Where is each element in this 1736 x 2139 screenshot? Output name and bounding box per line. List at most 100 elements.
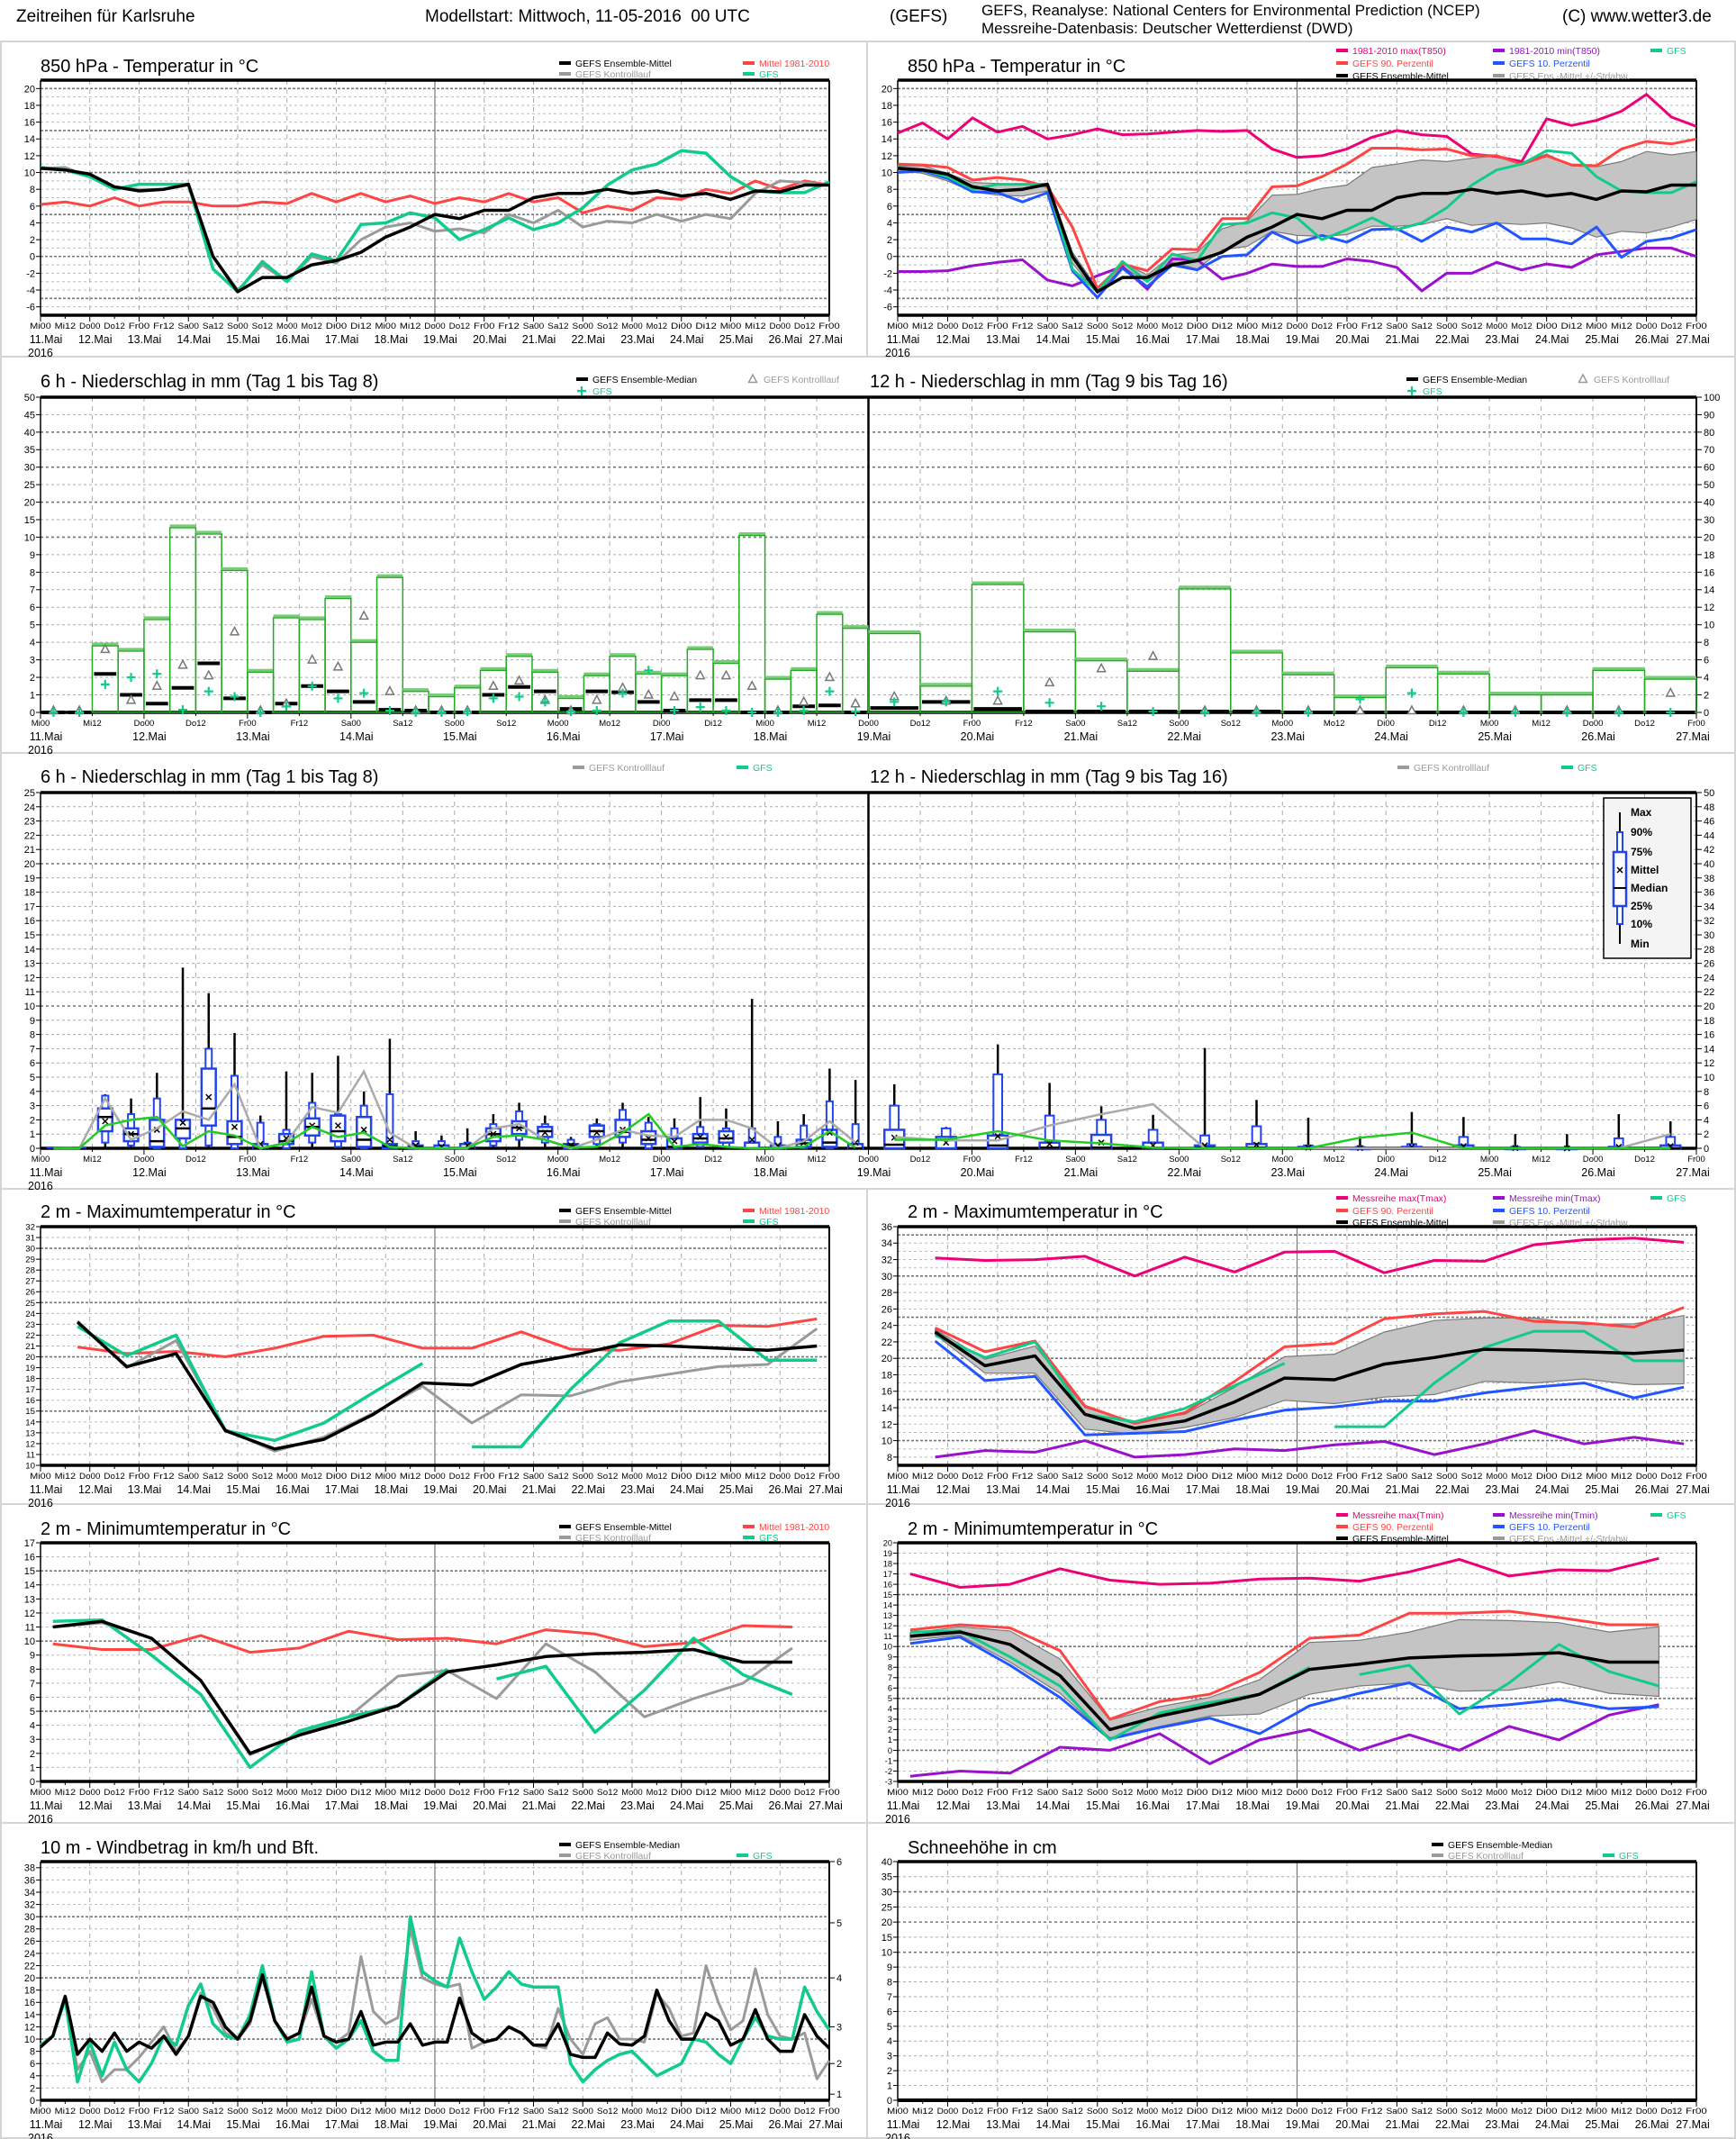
x-tick-label: Mo00 — [621, 1472, 642, 1482]
y-tick-label: 6 — [30, 1692, 35, 1703]
x-date-label: 12.Mai — [132, 730, 167, 743]
legend-label: GFS — [1619, 1851, 1639, 1862]
rr_bars-marks — [42, 524, 1697, 717]
x-tick-label: Do00 — [134, 1155, 155, 1165]
x-date-label: 19.Mai — [423, 1483, 457, 1496]
x-tick-label: Fr00 — [474, 2107, 494, 2116]
y-tick-label: 32 — [25, 1222, 35, 1232]
x-tick-label: Di00 — [326, 1788, 347, 1798]
x-tick-label: Sa00 — [1036, 2107, 1058, 2116]
x-date-label: 17.Mai — [650, 730, 684, 743]
x-tick-label: Mo00 — [1486, 322, 1507, 331]
x-date-label: 11.Mai — [887, 2118, 920, 2131]
x-tick-label: Di12 — [695, 1472, 716, 1482]
x-tick-label: Di12 — [1211, 1788, 1233, 1798]
x-tick-label: Di00 — [671, 2107, 692, 2116]
x-tick-label: Sa12 — [1062, 2107, 1083, 2116]
series-gfs — [77, 1325, 424, 1443]
y-right-tick-label: 70 — [1704, 445, 1714, 456]
y-tick-label: 1 — [887, 2081, 892, 2092]
x-tick-label: Fr12 — [1015, 719, 1033, 729]
x-tick-label: Fr00 — [474, 322, 494, 331]
control-triangle-icon — [306, 653, 318, 664]
x-tick-label: Mi00 — [887, 1788, 909, 1798]
legend-label: GEFS Ensemble-Mittel — [1352, 1534, 1449, 1545]
y-right-tick-label: 26 — [1704, 959, 1714, 970]
x-tick-label: So12 — [496, 1155, 516, 1165]
x-tick-label: Fr12 — [153, 1788, 174, 1798]
x-tick-label: Do12 — [1311, 1788, 1333, 1798]
x-tick-label: Mo00 — [1271, 1155, 1293, 1165]
x-tick-label: So00 — [445, 719, 465, 729]
x-date-label: 20.Mai — [473, 1799, 507, 1812]
y-tick-label: 36 — [24, 1875, 35, 1886]
y-tick-label: 36 — [882, 1222, 892, 1233]
x-tick-label: So00 — [1436, 1788, 1458, 1798]
y-tick-label: 8 — [888, 1663, 892, 1672]
x-tick-label: Do00 — [770, 2107, 791, 2116]
x-tick-label: Mi12 — [745, 322, 765, 331]
x-tick-label: So12 — [496, 719, 516, 729]
gfs-plus-icon — [890, 697, 900, 707]
x-date-label: 23.Mai — [620, 333, 655, 346]
y-tick-label: 32 — [24, 1899, 35, 1910]
x-tick-label: Mi12 — [400, 322, 420, 331]
x-date-label: 25.Mai — [1585, 333, 1619, 346]
x-date-label: 27.Mai — [1676, 1166, 1710, 1179]
legend-label: GEFS Ensemble-Median — [1448, 1840, 1552, 1851]
control-triangle-icon — [1406, 704, 1417, 715]
y-tick-label: 3 — [888, 1715, 892, 1724]
x-tick-label: Fr00 — [1686, 322, 1707, 331]
y-tick-label: 24 — [24, 802, 35, 813]
x-date-label: 26.Mai — [1635, 1799, 1669, 1812]
chart-title: 850 hPa - Temperatur in °C — [908, 57, 1126, 77]
x-tick-label: Mi12 — [1611, 1788, 1632, 1798]
x-tick-label: Do00 — [134, 719, 155, 729]
x-date-label: 21.Mai — [1386, 2118, 1420, 2131]
x-tick-label: Mo00 — [1486, 2107, 1507, 2116]
x-tick-label: Fr00 — [1687, 1155, 1705, 1165]
y-tick-label: 12 — [24, 973, 35, 983]
x-date-label: 13.Mai — [128, 333, 162, 346]
x-tick-label: Do12 — [962, 1472, 983, 1482]
x-tick-label: So12 — [597, 1788, 618, 1798]
gfs-plus-icon — [437, 708, 447, 717]
legend-right: GEFS Kontrolllauf GFS — [1397, 763, 1597, 774]
x-date-label: 13.Mai — [128, 2118, 162, 2131]
legend-label: GEFS Ensemble-Median — [1423, 375, 1527, 385]
x-date-label: 16.Mai — [276, 333, 310, 346]
y-right-tick-label: 20 — [1704, 532, 1714, 543]
y-tick-label: 16 — [883, 1580, 892, 1589]
y-tick-label: 16 — [24, 1998, 35, 2008]
gfs-plus-icon — [281, 702, 291, 711]
y-tick-label: 19 — [24, 874, 35, 884]
x-tick-label: Mi00 — [1480, 1155, 1499, 1165]
series-gefs-ensemble-median — [39, 1972, 831, 2060]
x-tick-label: Do12 — [1660, 2107, 1682, 2116]
legend-label: GEFS Ensemble-Mittel — [1352, 1218, 1449, 1228]
control-triangle-icon — [1354, 704, 1366, 715]
x-date-label: 24.Mai — [1535, 1483, 1569, 1496]
y-tick-label: 8 — [887, 1453, 892, 1464]
x-date-label: 14.Mai — [176, 2118, 211, 2131]
x-tick-label: Fr00 — [963, 1155, 981, 1165]
legend-label: GFS — [1423, 386, 1442, 397]
x-tick-label: Fr00 — [987, 1788, 1008, 1798]
x-tick-label: Di12 — [1561, 1788, 1583, 1798]
x-date-label: 27.Mai — [1676, 730, 1710, 743]
boxplot-legend-label: Max — [1631, 806, 1652, 819]
x-date-label: 27.Mai — [1676, 2118, 1710, 2131]
y-tick-label: 21 — [24, 845, 35, 856]
x-date-label: 14.Mai — [176, 1483, 211, 1496]
control-triangle-icon — [513, 675, 525, 685]
x-date-label: 18.Mai — [374, 1483, 408, 1496]
boxplot-legend-label: 75% — [1631, 846, 1652, 858]
x-tick-label: Sa00 — [178, 322, 199, 331]
x-year-label: 2016 — [28, 347, 53, 359]
y-tick-label: 2 — [887, 235, 892, 246]
y-tick-label: 30 — [882, 1888, 892, 1899]
legend-label: GFS — [759, 1217, 779, 1228]
series-gfs — [1334, 1329, 1685, 1428]
wind-marks — [39, 1915, 831, 2084]
box-mean-marker — [593, 1129, 601, 1137]
